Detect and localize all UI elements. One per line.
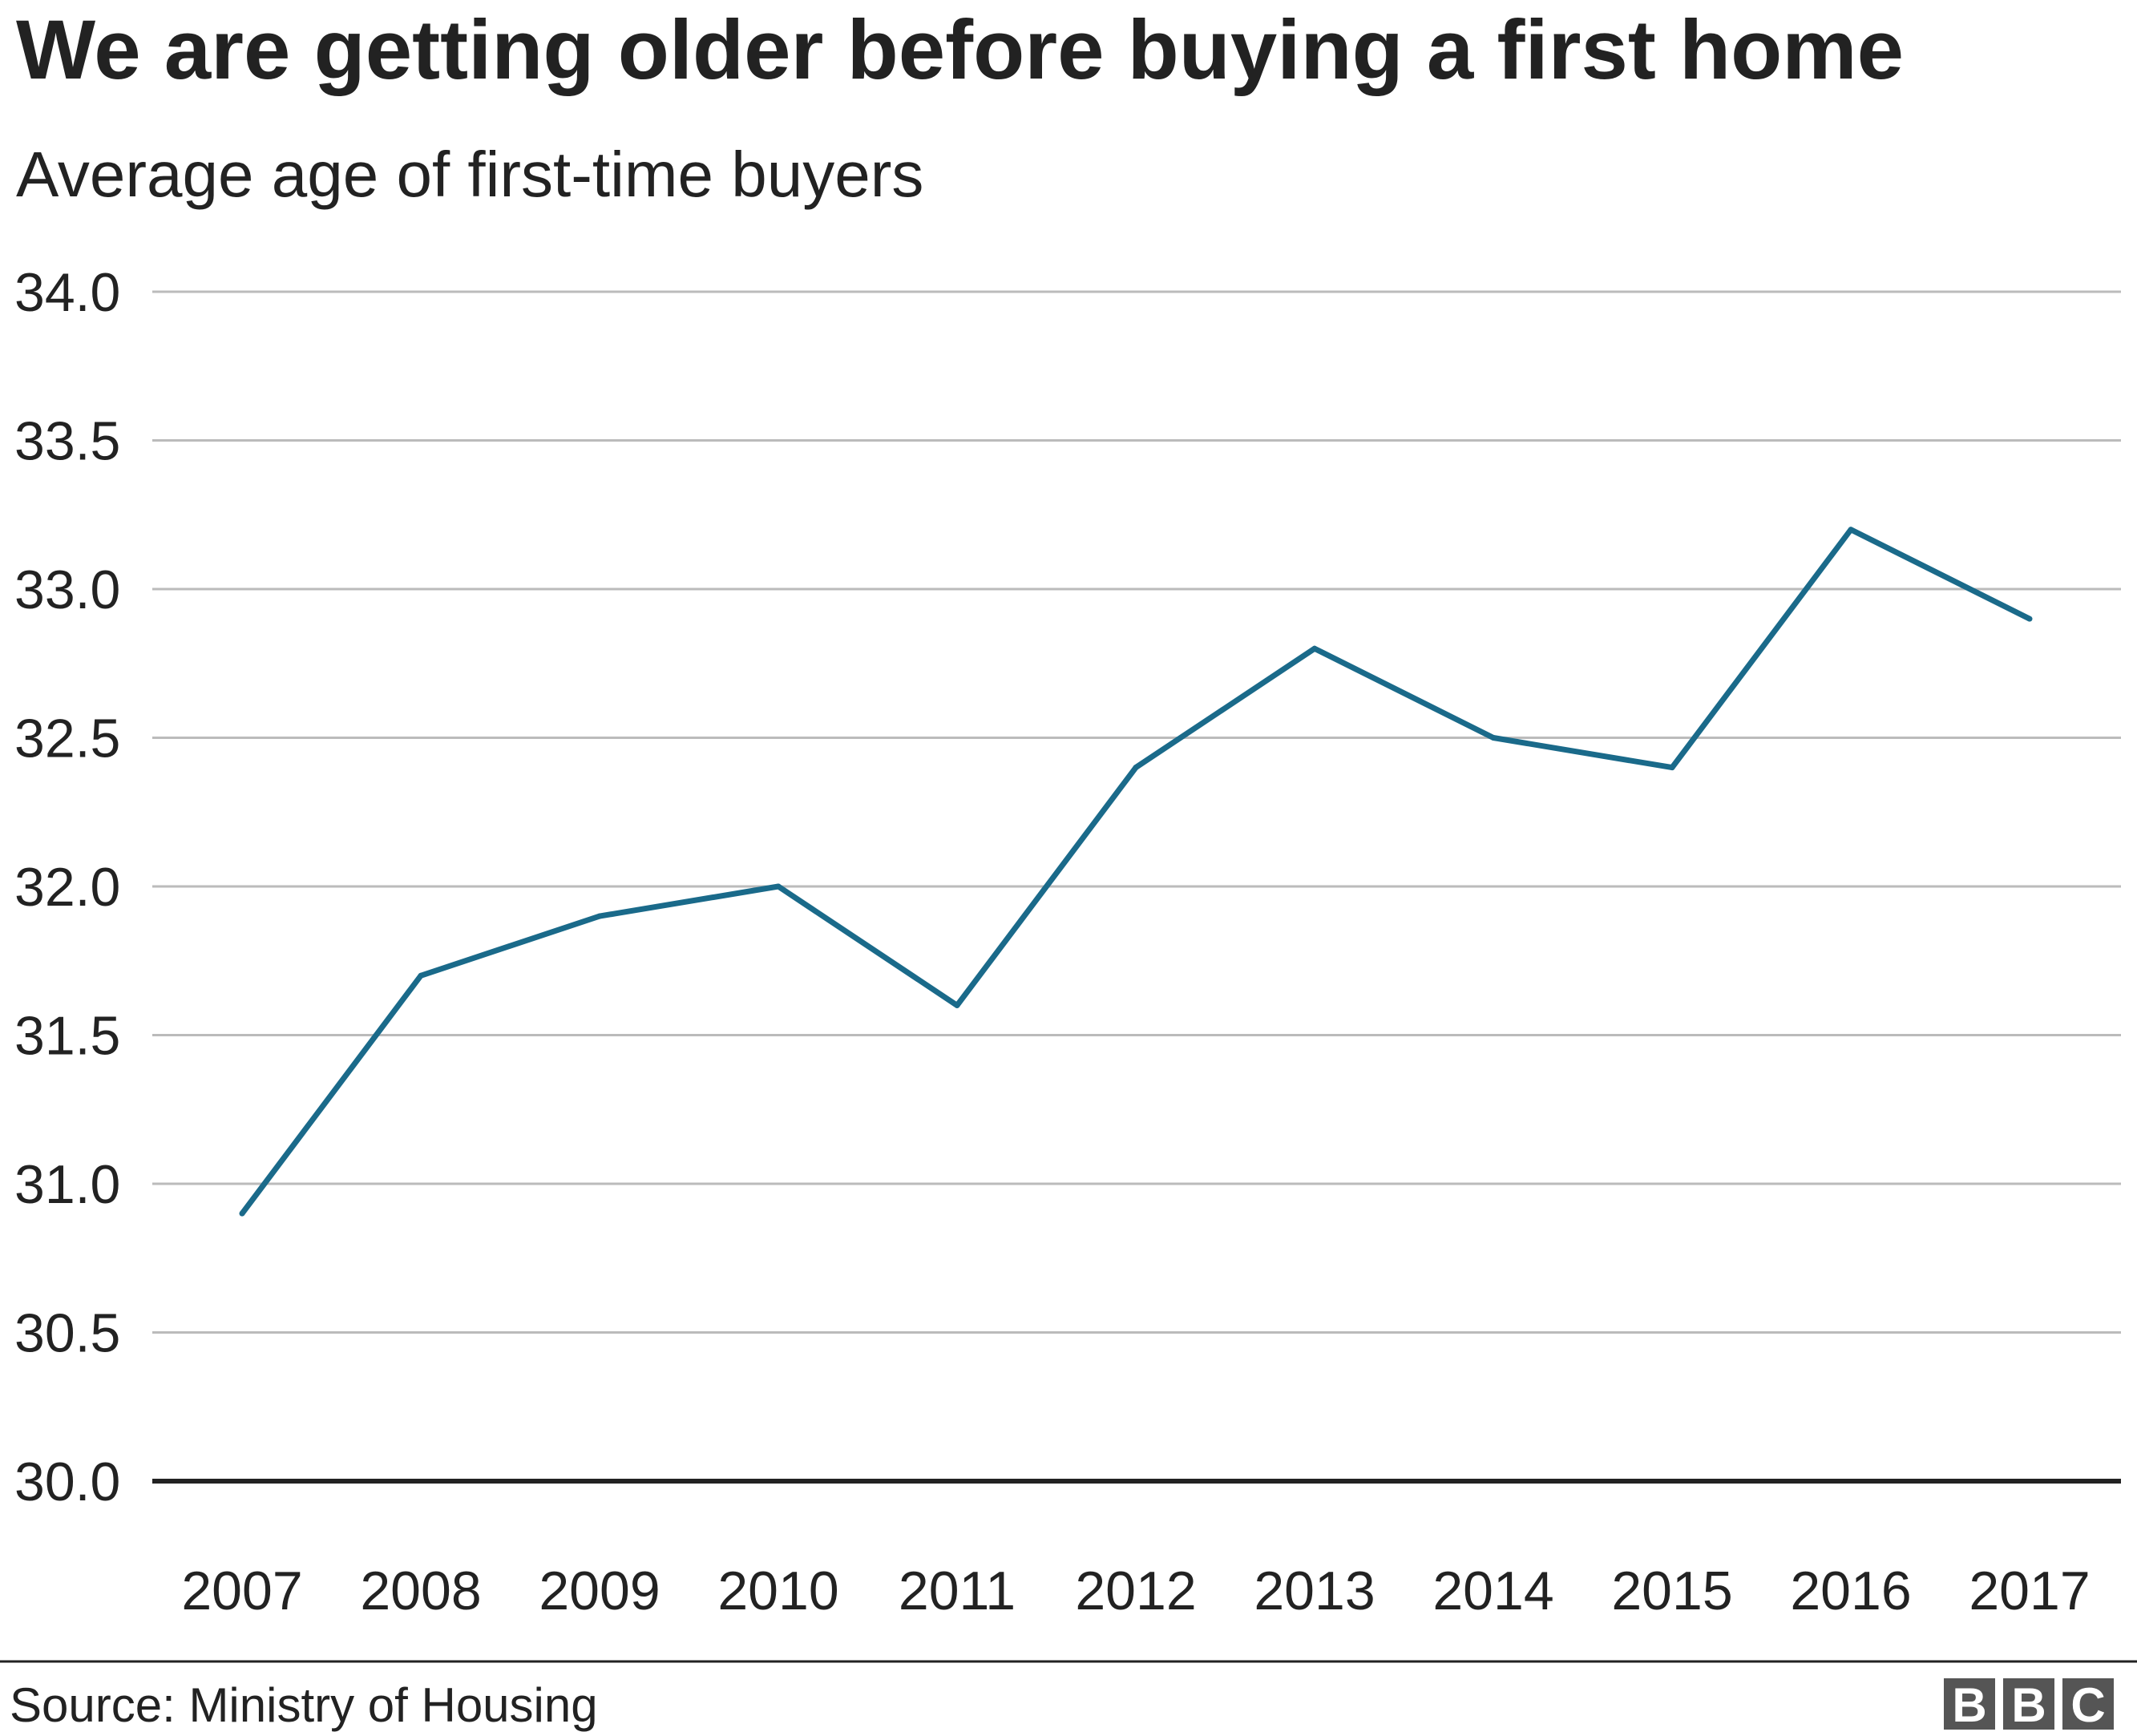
x-tick-label-2017: 2017	[1969, 1560, 2090, 1621]
y-tick-label-33.0: 33.0	[14, 559, 120, 620]
bbc-logo-letter-2: B	[2011, 1678, 2046, 1732]
y-gridlines	[152, 290, 2121, 1484]
data-point-2008	[418, 972, 424, 979]
x-axis-tick-labels: 2007 2008 2009 2010 2011 2012 2013 2014 2015 2016…	[181, 1560, 2090, 1621]
data-point-2016	[1848, 527, 1854, 533]
x-tick-label-2009: 2009	[539, 1560, 660, 1621]
data-point-2007	[239, 1210, 245, 1217]
y-tick-label-32.5: 32.5	[14, 709, 120, 769]
x-tick-label-2007: 2007	[181, 1560, 302, 1621]
data-point-2012	[1133, 765, 1139, 771]
chart-subtitle: Average age of first-time buyers	[16, 139, 923, 210]
y-tick-label-30.0: 30.0	[14, 1451, 120, 1512]
x-tick-label-2015: 2015	[1611, 1560, 1732, 1621]
data-point-2010	[775, 883, 782, 890]
data-point-2017	[2026, 616, 2033, 622]
y-tick-label-32.0: 32.0	[14, 857, 120, 918]
x-tick-label-2014: 2014	[1432, 1560, 1553, 1621]
bbc-logo-letter-1: B	[1952, 1678, 1986, 1732]
y-tick-label-30.5: 30.5	[14, 1303, 120, 1364]
x-tick-label-2011: 2011	[899, 1560, 1016, 1621]
x-tick-label-2008: 2008	[360, 1560, 481, 1621]
y-tick-label-31.0: 31.0	[14, 1154, 120, 1215]
data-point-2013	[1311, 645, 1318, 652]
data-point-2011	[954, 1002, 960, 1008]
y-tick-label-34.0: 34.0	[14, 262, 120, 323]
y-axis-tick-labels: 30.0 30.5 31.0 31.5 32.0 32.5 33.0 33.5 34.0	[14, 262, 120, 1512]
chart-title: We are getting older before buying a fir…	[16, 3, 1904, 97]
x-tick-label-2010: 2010	[717, 1560, 838, 1621]
bbc-logo-letter-3: C	[2070, 1678, 2105, 1732]
bbc-logo-box-3	[2062, 1678, 2114, 1730]
data-point-2014	[1490, 735, 1497, 741]
x-tick-label-2012: 2012	[1075, 1560, 1196, 1621]
series-layer	[239, 527, 2033, 1217]
y-tick-label-31.5: 31.5	[14, 1006, 120, 1067]
series-line-0	[240, 527, 2031, 1216]
data-point-2009	[596, 913, 603, 919]
x-tick-label-2013: 2013	[1254, 1560, 1375, 1621]
x-tick-label-2016: 2016	[1790, 1560, 1911, 1621]
data-point-2015	[1669, 765, 1675, 771]
bbc-logo-box-2	[2003, 1678, 2054, 1730]
bbc-logo-box-1	[1944, 1678, 1995, 1730]
bbc-logo: B B C	[1944, 1678, 2114, 1732]
source-text: Source: Ministry of Housing	[10, 1678, 598, 1732]
y-tick-label-33.5: 33.5	[14, 411, 120, 472]
